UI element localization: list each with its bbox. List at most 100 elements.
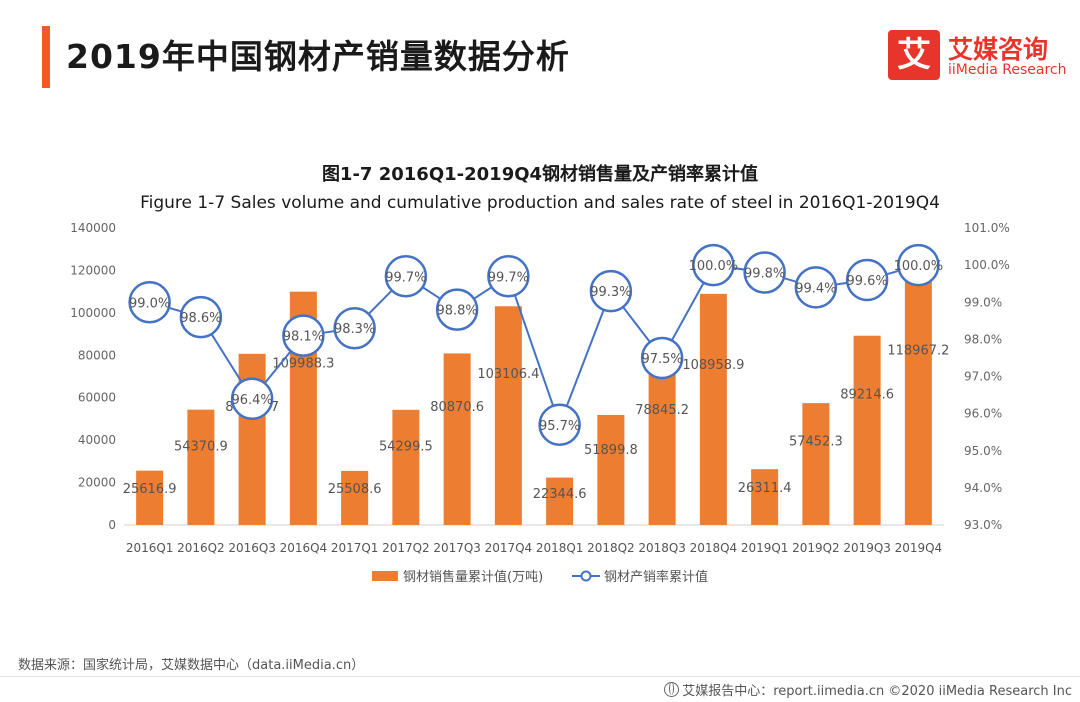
line-value-label: 99.4%	[795, 281, 836, 296]
y-left-tick-label: 120000	[70, 263, 116, 277]
bar-value-label: 57452.3	[789, 435, 843, 450]
bar-value-label: 54370.9	[174, 439, 228, 454]
line-point	[128, 281, 171, 324]
bar	[187, 409, 215, 525]
footer-credit: 艾媒报告中心：report.iimedia.cn ©2020 iiMedia R…	[664, 680, 1072, 699]
y-right-tick-label: 93.0%	[964, 518, 1002, 532]
bar	[443, 353, 471, 525]
page-title: 2019年中国钢材产销量数据分析	[66, 37, 570, 76]
line-point	[333, 306, 376, 350]
data-source-note: 数据来源：国家统计局，艾媒数据中心（data.iiMedia.cn）	[18, 658, 365, 673]
line-value-label: 99.0%	[129, 296, 170, 311]
bar	[597, 414, 625, 525]
bar-value-label: 25616.9	[123, 482, 177, 497]
line-value-label: 99.6%	[846, 274, 887, 289]
x-tick-label: 2019Q4	[895, 541, 943, 555]
x-tick-label: 2016Q3	[228, 541, 276, 555]
y-right-tick-label: 96.0%	[964, 407, 1002, 421]
line-value-label: 99.7%	[488, 270, 529, 285]
line-series	[149, 264, 919, 428]
y-left-tick-label: 20000	[78, 476, 116, 490]
bar	[904, 272, 932, 525]
combo-chart: 0 20000 40000 60000 80000 100000 120000 140000 9…	[70, 221, 1010, 585]
bar-value-label: 118967.2	[887, 343, 949, 358]
legend-line-marker	[580, 570, 592, 582]
line-value-label: 98.8%	[436, 304, 477, 319]
line-value-label: 96.4%	[231, 393, 272, 408]
line-value-label: 97.5%	[641, 352, 682, 367]
bar-value-label: 78845.2	[635, 403, 689, 418]
x-tick-label: 2017Q1	[331, 541, 379, 555]
line-value-label: 100.0%	[689, 259, 739, 274]
line-point	[282, 314, 325, 357]
y-right-tick-label: 98.0%	[964, 332, 1002, 346]
x-tick-label: 2018Q1	[536, 541, 584, 555]
line-value-label: 98.3%	[334, 322, 375, 337]
y-left-tick-label: 40000	[78, 433, 116, 447]
bar-value-label: 109988.3	[272, 357, 334, 372]
x-tick-label: 2017Q2	[382, 541, 430, 555]
x-tick-label: 2019Q2	[792, 541, 840, 555]
line-value-label: 99.7%	[385, 270, 426, 285]
line-value-label: 98.6%	[180, 311, 221, 326]
line-point	[538, 403, 581, 447]
line-value-label: 99.8%	[744, 267, 785, 282]
globe-icon	[664, 682, 680, 697]
line-point	[640, 336, 684, 380]
bar	[546, 477, 574, 525]
x-tick-label: 2017Q3	[433, 541, 481, 555]
line-value-label: 95.7%	[539, 419, 580, 434]
line-point	[897, 243, 940, 287]
line-point	[589, 269, 633, 313]
legend-bar-swatch	[372, 571, 398, 581]
bar	[853, 335, 881, 525]
y-right-tick-label: 99.0%	[964, 295, 1002, 309]
bar-value-label: 22344.6	[533, 487, 587, 502]
title-accent-bar	[42, 26, 50, 88]
y-right-tick-label: 100.0%	[964, 258, 1010, 272]
y-right-tick-label: 101.0%	[964, 221, 1010, 235]
line-point	[179, 295, 223, 339]
x-tick-label: 2016Q4	[280, 541, 328, 555]
bar	[392, 409, 420, 525]
bar-value-label: 108958.9	[682, 358, 744, 373]
line-point	[384, 255, 428, 298]
x-tick-label: 2018Q4	[690, 541, 738, 555]
line-point	[845, 258, 889, 302]
chart-title-cn: 图1-7 2016Q1-2019Q4钢材销售量及产销率累计值	[321, 164, 759, 185]
footer-divider	[0, 676, 1080, 677]
logo-name-cn: 艾媒咨询	[948, 35, 1049, 64]
bar	[699, 293, 727, 525]
x-tick-label: 2016Q1	[126, 541, 174, 555]
bar-value-label: 89214.6	[840, 388, 894, 403]
chart-title-en: Figure 1-7 Sales volume and cumulative p…	[140, 193, 940, 213]
bar	[341, 470, 369, 525]
bar-value-label: 103106.4	[477, 367, 539, 382]
logo-name-en: iiMedia Research	[948, 62, 1067, 78]
y-right-tick-label: 94.0%	[964, 481, 1002, 495]
bar	[136, 470, 164, 525]
y-left-tick-label: 100000	[70, 306, 116, 320]
bar-value-label: 80870.6	[430, 400, 484, 415]
y-left-tick-label: 140000	[70, 221, 116, 235]
legend-line-label: 钢材产销率累计值	[604, 569, 708, 585]
line-point	[794, 266, 838, 309]
y-right-tick-label: 95.0%	[964, 444, 1002, 458]
line-point	[487, 255, 530, 298]
y-left-tick-label: 80000	[78, 348, 116, 362]
bar	[494, 306, 522, 525]
bar-value-label: 51899.8	[584, 443, 638, 458]
x-tick-label: 2019Q3	[843, 541, 891, 555]
line-point	[692, 243, 735, 287]
footer-text: 艾媒报告中心：report.iimedia.cn ©2020 iiMedia R…	[682, 684, 1072, 699]
x-tick-label: 2017Q4	[485, 541, 533, 555]
x-tick-label: 2019Q1	[741, 541, 789, 555]
line-value-label: 100.0%	[894, 259, 944, 274]
line-value-label: 99.3%	[590, 285, 631, 300]
bar-value-label: 26311.4	[738, 481, 792, 496]
bar	[751, 469, 779, 525]
x-tick-label: 2018Q2	[587, 541, 635, 555]
x-tick-label: 2016Q2	[177, 541, 225, 555]
line-point	[435, 288, 479, 331]
y-right-tick-label: 97.0%	[964, 370, 1002, 384]
